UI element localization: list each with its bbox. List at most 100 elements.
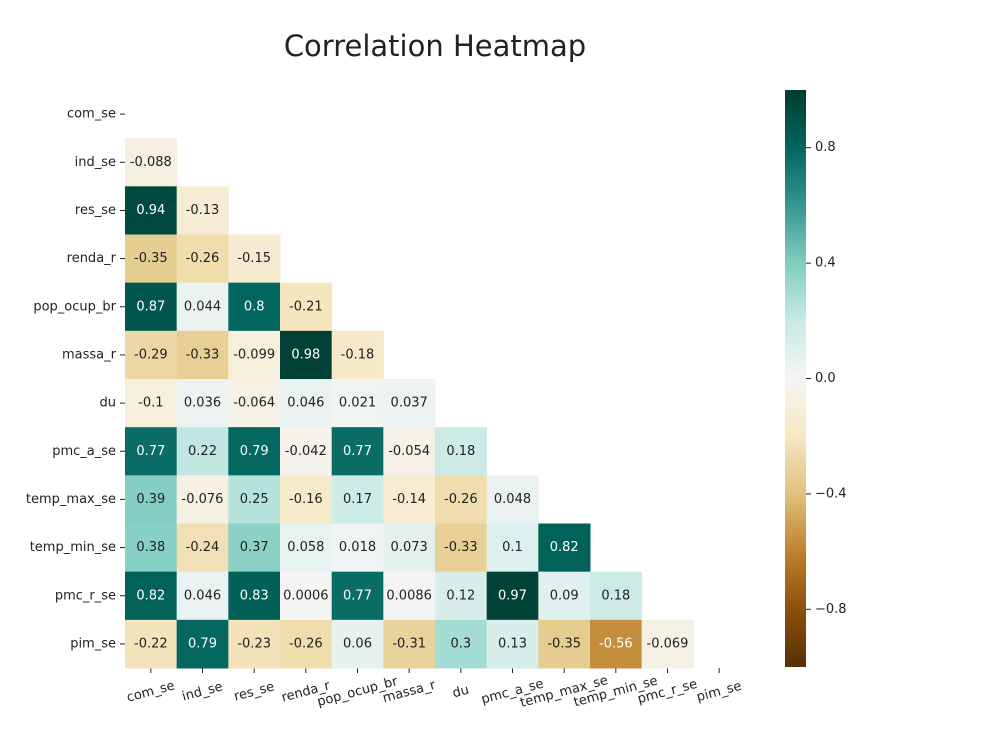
cell-label: 0.8 bbox=[244, 299, 265, 314]
heatmap-cell bbox=[125, 379, 178, 428]
cell-label: 0.048 bbox=[494, 492, 531, 507]
cell-label: 0.046 bbox=[184, 588, 221, 603]
heatmap-cell bbox=[228, 523, 281, 573]
y-tick-label: renda_r bbox=[67, 251, 117, 266]
heatmap-cell bbox=[435, 523, 488, 573]
cell-label: -0.33 bbox=[186, 347, 220, 362]
heatmap-cell bbox=[176, 379, 229, 428]
cell-label: -0.064 bbox=[233, 396, 275, 411]
cell-label: -0.35 bbox=[134, 251, 168, 266]
cell-label: 0.18 bbox=[446, 444, 475, 459]
heatmap-cell bbox=[280, 619, 333, 669]
cell-label: -0.13 bbox=[186, 203, 220, 218]
heatmap-cell bbox=[435, 571, 488, 621]
heatmap-cell bbox=[228, 475, 281, 524]
heatmap-cell bbox=[228, 234, 281, 284]
heatmap-cell bbox=[280, 282, 333, 332]
cell-label: 0.1 bbox=[502, 540, 523, 555]
heatmap-cell bbox=[176, 619, 229, 669]
cell-label: 0.018 bbox=[339, 540, 376, 555]
cell-label: 0.22 bbox=[188, 444, 217, 459]
heatmap-cell bbox=[228, 427, 281, 476]
heatmap-cell bbox=[590, 619, 643, 669]
cell-label: 0.39 bbox=[136, 492, 165, 507]
y-tick-label: pop_ocup_br bbox=[33, 299, 116, 314]
cell-label: -0.24 bbox=[186, 540, 220, 555]
heatmap-cell bbox=[125, 330, 178, 380]
heatmap-cell bbox=[331, 379, 384, 428]
heatmap-cell bbox=[280, 523, 333, 573]
heatmap-cell bbox=[125, 282, 178, 332]
cell-label: 0.77 bbox=[136, 444, 165, 459]
y-tick-label: temp_max_se bbox=[26, 492, 116, 507]
cell-label: 0.98 bbox=[291, 347, 320, 362]
heatmap-cell bbox=[125, 186, 178, 235]
heatmap-cell bbox=[228, 282, 281, 332]
colorbar-tick-label: 0.0 bbox=[815, 371, 836, 386]
heatmap-cell bbox=[331, 571, 384, 621]
y-tick-label: pmc_a_se bbox=[52, 444, 116, 459]
cell-label: -0.14 bbox=[392, 492, 426, 507]
cell-label: -0.21 bbox=[289, 299, 323, 314]
heatmap-cell bbox=[383, 571, 436, 621]
heatmap-cell bbox=[331, 475, 384, 524]
heatmap-cell bbox=[125, 571, 178, 621]
colorbar-tick-label: −0.8 bbox=[815, 602, 847, 617]
y-tick-label: res_se bbox=[75, 203, 116, 218]
heatmap-cell bbox=[486, 619, 539, 669]
cell-label: -0.1 bbox=[138, 396, 163, 411]
cell-label: 0.044 bbox=[184, 299, 221, 314]
heatmap-cell bbox=[280, 571, 333, 621]
cell-label: -0.088 bbox=[130, 155, 172, 170]
heatmap-cell bbox=[176, 330, 229, 380]
y-tick-label: temp_min_se bbox=[30, 540, 116, 555]
heatmap-cell bbox=[125, 619, 178, 669]
cell-label: 0.0006 bbox=[283, 588, 329, 603]
heatmap-cell bbox=[176, 571, 229, 621]
y-tick-label: massa_r bbox=[62, 347, 117, 362]
heatmap-cell bbox=[331, 427, 384, 476]
heatmap-cell bbox=[641, 619, 694, 669]
cell-label: -0.56 bbox=[599, 636, 633, 651]
cell-label: 0.82 bbox=[136, 588, 165, 603]
y-tick-label: com_se bbox=[67, 107, 116, 122]
heatmap-cell bbox=[538, 571, 591, 621]
cell-label: -0.099 bbox=[233, 347, 275, 362]
heatmap-cell bbox=[280, 475, 333, 524]
heatmap-cell bbox=[486, 475, 539, 524]
x-tick-label: res_se bbox=[232, 679, 276, 704]
cell-label: -0.26 bbox=[289, 636, 323, 651]
cell-label: -0.33 bbox=[444, 540, 478, 555]
cell-label: 0.13 bbox=[498, 636, 527, 651]
cell-label: 0.18 bbox=[601, 588, 630, 603]
cell-label: -0.26 bbox=[444, 492, 478, 507]
cell-label: 0.09 bbox=[550, 588, 579, 603]
heatmap-cell bbox=[228, 571, 281, 621]
heatmap-cell bbox=[486, 523, 539, 573]
x-tick-label: com_se bbox=[125, 678, 176, 705]
heatmap-cell bbox=[176, 282, 229, 332]
y-tick-label: ind_se bbox=[75, 155, 116, 170]
heatmap-cell bbox=[228, 619, 281, 669]
heatmap-cell bbox=[331, 523, 384, 573]
heatmap-cell bbox=[125, 138, 178, 187]
y-tick-label: pmc_r_se bbox=[55, 588, 116, 603]
heatmap-cell bbox=[383, 379, 436, 428]
cell-label: -0.26 bbox=[186, 251, 220, 266]
heatmap-cell bbox=[228, 379, 281, 428]
cell-label: 0.073 bbox=[391, 540, 428, 555]
heatmap-cell bbox=[280, 379, 333, 428]
y-tick-label: du bbox=[100, 396, 117, 411]
cell-label: 0.38 bbox=[136, 540, 165, 555]
cell-label: 0.021 bbox=[339, 396, 376, 411]
cell-label: 0.037 bbox=[391, 396, 428, 411]
cell-label: -0.22 bbox=[134, 636, 168, 651]
colorbar-tick-label: −0.4 bbox=[815, 486, 847, 501]
heatmap-cell bbox=[383, 475, 436, 524]
cell-label: -0.35 bbox=[547, 636, 581, 651]
heatmap-cell bbox=[486, 571, 539, 621]
heatmap-cell bbox=[538, 523, 591, 573]
cell-label: 0.77 bbox=[343, 444, 372, 459]
x-tick-label: ind_se bbox=[181, 679, 225, 704]
y-tick-label: pim_se bbox=[70, 636, 116, 651]
